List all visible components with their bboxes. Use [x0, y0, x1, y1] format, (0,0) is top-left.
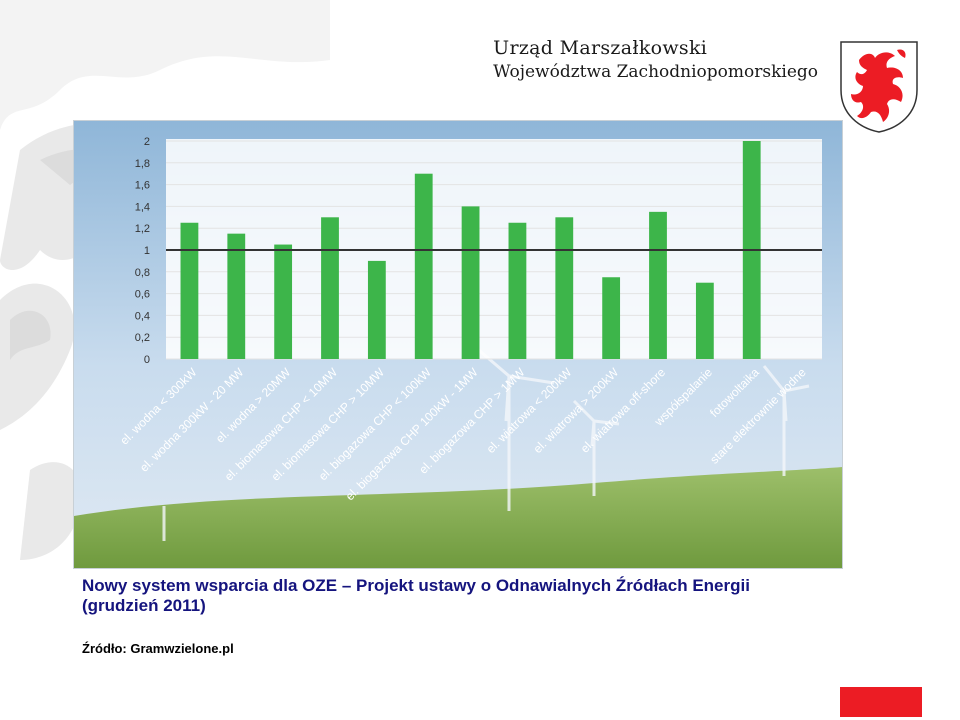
y-tick-label: 0,4	[135, 310, 150, 322]
bar	[555, 217, 574, 359]
header-line1: Urząd Marszałkowski	[493, 37, 708, 59]
y-tick-label: 1	[144, 245, 150, 257]
y-axis-ticks: 0 0,2 0,4 0,6 0,8 1 1,2 1,4 1,6 1,8 2	[135, 136, 150, 366]
y-tick-label: 0	[144, 354, 150, 366]
bar	[695, 282, 714, 359]
y-tick-label: 0,8	[135, 267, 150, 279]
y-tick-label: 0,6	[135, 289, 150, 301]
bar-chart: 00,20,40,60,811,21,41,61,82 el. wodna < …	[74, 121, 842, 568]
chart-photo: 0 0,2 0,4 0,6 0,8 1 1,2 1,4 1,6 1,8 2 el. wodna < …	[73, 120, 843, 569]
y-tick-label: 1,8	[135, 158, 150, 170]
bar	[649, 211, 667, 359]
bar	[180, 222, 199, 359]
bar	[414, 173, 433, 359]
bar	[602, 277, 621, 359]
red-accent-bar	[840, 687, 922, 717]
wind-turbines	[162, 344, 810, 541]
office-header: Urząd Marszałkowski Województwa Zachodni…	[493, 36, 818, 84]
y-tick-label: 1,6	[135, 180, 150, 192]
bars-group	[180, 141, 761, 359]
bar	[227, 233, 246, 359]
y-tick-label: 2	[144, 136, 150, 148]
griffin-crest-icon	[840, 41, 918, 133]
caption-subtitle: Projekt ustawy o Odnawialnych Źródłach E…	[356, 576, 750, 595]
bar	[508, 222, 527, 359]
caption-title: Nowy system wsparcia dla OZE	[82, 576, 338, 595]
bar	[321, 217, 339, 359]
y-tick-label: 1,2	[135, 223, 150, 235]
slide-caption: Nowy system wsparcia dla OZE – Projekt u…	[82, 576, 842, 616]
caption-dash: –	[337, 576, 357, 595]
caption-date: (grudzień 2011)	[82, 596, 206, 615]
source-note: Źródło: Gramwzielone.pl	[82, 641, 234, 656]
bar	[274, 244, 293, 359]
bar	[367, 260, 386, 359]
bar	[461, 206, 480, 359]
grass-background	[74, 467, 842, 568]
header-line2: Województwa Zachodniopomorskiego	[493, 62, 818, 82]
y-tick-label: 1,4	[135, 201, 150, 213]
y-tick-label: 0,2	[135, 332, 150, 344]
